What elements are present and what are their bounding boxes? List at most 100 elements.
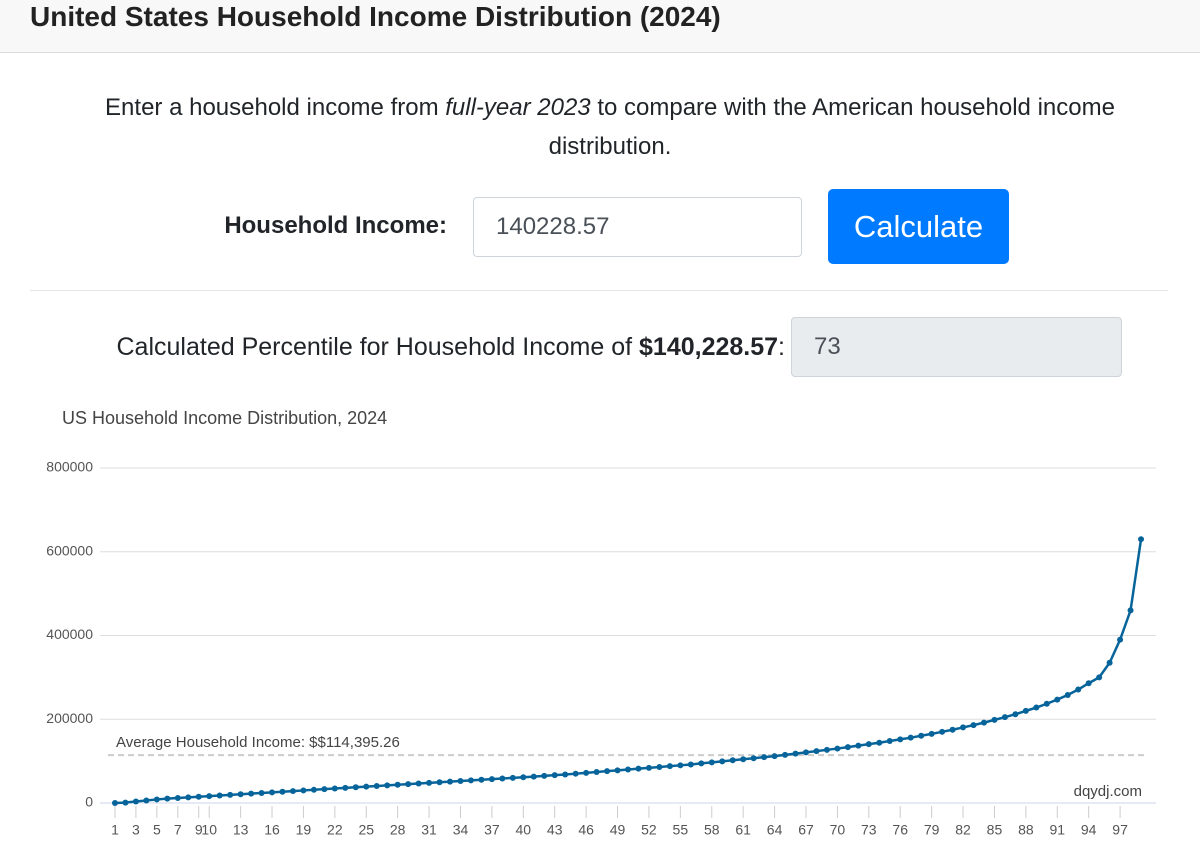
result-text: Calculated Percentile for Household Inco… <box>117 333 786 362</box>
data-point <box>132 798 139 805</box>
x-tick-label: 37 <box>484 822 500 838</box>
data-point <box>143 797 150 804</box>
data-point <box>1106 659 1113 666</box>
data-point <box>195 793 202 800</box>
data-point <box>677 762 684 769</box>
data-point <box>1064 691 1071 698</box>
data-point <box>237 791 244 798</box>
divider <box>30 290 1168 291</box>
data-point <box>447 778 454 785</box>
x-tick-label: 28 <box>390 822 406 838</box>
data-point <box>583 769 590 776</box>
data-point <box>426 779 433 786</box>
x-tick-label: 22 <box>327 822 343 838</box>
x-tick-label: 58 <box>704 822 720 838</box>
data-point <box>918 732 925 739</box>
data-point <box>897 736 904 743</box>
x-tick-label: 91 <box>1049 822 1065 838</box>
data-point <box>530 773 537 780</box>
x-tick-label: 9 <box>195 822 203 838</box>
data-point <box>1127 607 1134 614</box>
data-point <box>363 783 370 790</box>
x-tick-label: 5 <box>153 822 161 838</box>
result-amount: $140,228.57 <box>639 333 779 361</box>
data-point <box>279 788 286 795</box>
chart: US Household Income Distribution, 2024 d… <box>46 408 1156 838</box>
data-point <box>499 775 506 782</box>
data-point <box>1117 636 1124 643</box>
data-point <box>844 744 851 751</box>
data-point <box>939 728 946 735</box>
data-point <box>761 754 768 761</box>
data-point <box>949 726 956 733</box>
intro-emphasis: full-year 2023 <box>445 94 591 121</box>
data-point <box>122 799 129 806</box>
income-input[interactable]: 140228.57 <box>473 197 802 257</box>
x-tick-label: 76 <box>892 822 908 838</box>
data-point <box>1043 700 1050 707</box>
data-point <box>509 774 516 781</box>
data-point <box>782 751 789 758</box>
data-point <box>289 788 296 795</box>
data-point <box>541 772 548 779</box>
data-point <box>153 796 160 803</box>
data-point <box>488 776 495 783</box>
x-tick-label: 64 <box>767 822 783 838</box>
data-point <box>185 794 192 801</box>
data-point <box>394 781 401 788</box>
data-point <box>614 767 621 774</box>
intro-text: to compare with the American household i… <box>548 94 1115 160</box>
data-point <box>342 784 349 791</box>
intro-text: Enter a household income from <box>105 94 446 121</box>
data-point <box>520 774 527 781</box>
data-point <box>321 786 328 793</box>
data-point <box>216 792 223 799</box>
x-tick-label: 16 <box>264 822 280 838</box>
x-tick-label: 67 <box>798 822 814 838</box>
x-tick-label: 3 <box>132 822 140 838</box>
x-tick-label: 94 <box>1081 822 1097 838</box>
x-tick-label: 34 <box>453 822 469 838</box>
data-point <box>478 776 485 783</box>
y-tick-label: 0 <box>85 794 93 810</box>
y-tick-label: 600000 <box>46 542 93 558</box>
credit: dqydj.com <box>1074 783 1142 800</box>
data-point <box>562 771 569 778</box>
calculate-button[interactable]: Calculate <box>828 189 1009 264</box>
data-point <box>1054 696 1061 703</box>
data-point <box>834 745 841 752</box>
form-label: Household Income: <box>224 212 447 239</box>
x-tick-label: 10 <box>201 822 217 838</box>
x-tick-label: 19 <box>296 822 312 838</box>
data-point <box>802 749 809 756</box>
data-point <box>1001 714 1008 721</box>
x-tick-label: 61 <box>735 822 751 838</box>
y-tick-label: 200000 <box>46 710 93 726</box>
data-point <box>813 748 820 755</box>
data-point <box>750 755 757 762</box>
data-point <box>865 741 872 748</box>
average-label: Average Household Income: $$114,395.26 <box>116 734 400 751</box>
data-point <box>174 794 181 801</box>
x-tick-label: 43 <box>547 822 563 838</box>
x-tick-label: 46 <box>578 822 594 838</box>
data-point <box>269 789 276 796</box>
header: United States Household Income Distribut… <box>0 0 1200 53</box>
x-tick-label: 73 <box>861 822 877 838</box>
data-point <box>1138 536 1145 543</box>
intro: Enter a household income from full-year … <box>60 88 1160 166</box>
data-point <box>792 750 799 757</box>
data-point <box>227 791 234 798</box>
data-point <box>970 722 977 729</box>
result-colon: : <box>778 333 785 361</box>
x-tick-label: 55 <box>673 822 689 838</box>
data-point <box>310 786 317 793</box>
data-point <box>876 739 883 746</box>
data-point <box>1085 680 1092 687</box>
income-line <box>114 539 1143 805</box>
data-point <box>300 787 307 794</box>
x-tick-label: 88 <box>1018 822 1034 838</box>
data-point <box>740 756 747 763</box>
